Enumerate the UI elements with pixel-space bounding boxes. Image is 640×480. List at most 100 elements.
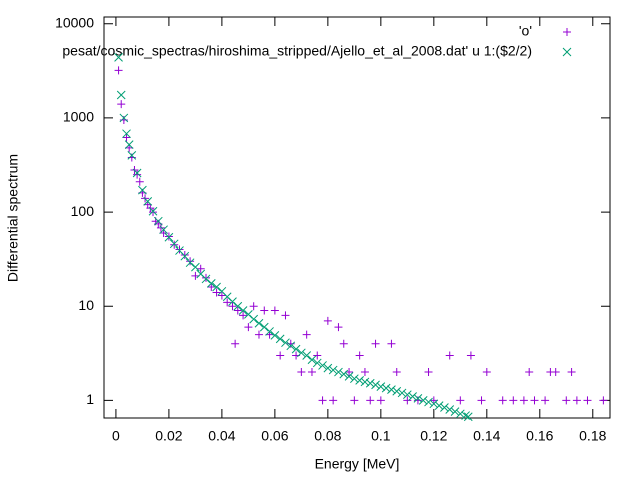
y-tick-label: 1 xyxy=(86,391,94,407)
data-point xyxy=(180,251,190,261)
data-point xyxy=(334,367,343,377)
data-point xyxy=(239,311,248,320)
data-point xyxy=(418,396,428,405)
data-point xyxy=(223,298,232,307)
data-point xyxy=(397,388,407,398)
data-point xyxy=(212,288,221,297)
data-point xyxy=(371,339,380,348)
data-point xyxy=(323,363,333,373)
data-point xyxy=(572,396,581,405)
data-point xyxy=(530,396,539,405)
data-point xyxy=(169,239,179,249)
data-point xyxy=(381,383,391,393)
x-tick-label: 0.02 xyxy=(155,428,182,444)
data-point xyxy=(366,396,375,405)
x-axis-title: Energy [MeV] xyxy=(315,456,400,472)
x-tick-label: 0.18 xyxy=(579,428,606,444)
data-point xyxy=(360,368,369,377)
legend-label: pesat/cosmic_spectras/hiroshima_stripped… xyxy=(62,43,532,59)
data-point xyxy=(122,129,131,139)
data-point xyxy=(143,196,153,206)
data-point xyxy=(180,251,189,260)
data-point xyxy=(124,140,134,150)
data-point xyxy=(429,399,439,409)
data-point xyxy=(132,168,142,178)
data-point xyxy=(297,348,306,358)
data-point xyxy=(231,339,240,348)
data-point xyxy=(297,368,306,377)
data-point xyxy=(233,301,243,311)
data-point xyxy=(355,351,364,360)
data-point xyxy=(344,371,354,381)
data-point xyxy=(164,232,174,242)
x-tick-label: 0.04 xyxy=(208,428,235,444)
data-point xyxy=(114,66,123,75)
data-point xyxy=(456,396,465,405)
data-point xyxy=(371,380,380,390)
data-point xyxy=(455,409,465,419)
data-point xyxy=(339,369,349,379)
data-point xyxy=(519,396,528,405)
data-point xyxy=(164,232,173,241)
data-point xyxy=(228,302,237,311)
data-point xyxy=(149,208,158,217)
data-point xyxy=(244,323,253,332)
data-point xyxy=(133,170,142,179)
x-tick-label: 0.06 xyxy=(261,428,288,444)
data-point xyxy=(114,52,123,62)
legend-marker xyxy=(562,47,572,57)
data-point xyxy=(463,412,473,422)
data-point xyxy=(440,403,449,412)
data-point xyxy=(206,278,216,288)
data-point xyxy=(349,374,359,384)
data-point xyxy=(583,396,592,405)
data-point xyxy=(249,314,259,324)
data-point xyxy=(135,177,144,186)
data-point xyxy=(525,368,534,377)
data-point xyxy=(365,378,375,388)
data-point xyxy=(355,376,365,385)
data-point xyxy=(387,339,396,348)
data-point xyxy=(328,365,338,375)
data-point xyxy=(207,283,216,292)
data-point xyxy=(156,223,165,232)
data-point xyxy=(360,377,370,387)
plot-frame xyxy=(103,16,611,419)
data-point xyxy=(424,397,433,407)
data-point xyxy=(413,394,423,403)
y-axis-title: Differential spectrum xyxy=(5,154,21,282)
data-point xyxy=(551,368,560,377)
data-point xyxy=(567,368,576,377)
data-point xyxy=(233,306,242,315)
data-point xyxy=(482,368,491,377)
data-point xyxy=(450,407,460,416)
data-point xyxy=(249,302,258,311)
data-point xyxy=(445,405,455,414)
data-point xyxy=(313,351,322,360)
data-point xyxy=(376,382,386,391)
data-point xyxy=(445,351,454,360)
data-point xyxy=(403,396,412,405)
data-point xyxy=(434,401,444,410)
y-tick-label: 10000 xyxy=(55,14,94,30)
data-point xyxy=(254,318,264,328)
data-point xyxy=(275,334,285,344)
x-tick-label: 0.14 xyxy=(473,428,500,444)
data-point xyxy=(116,90,126,100)
data-point xyxy=(196,264,205,273)
data-point xyxy=(138,185,147,195)
data-point xyxy=(281,338,290,348)
data-point xyxy=(148,206,158,216)
data-point xyxy=(424,368,433,377)
data-point xyxy=(339,339,348,348)
data-point xyxy=(281,311,290,320)
data-point xyxy=(186,257,195,266)
data-point xyxy=(477,396,486,405)
data-point xyxy=(312,358,322,368)
data-point xyxy=(334,323,343,332)
data-point xyxy=(191,262,200,272)
data-point xyxy=(392,386,402,396)
data-point xyxy=(201,274,211,284)
data-point xyxy=(302,351,312,360)
